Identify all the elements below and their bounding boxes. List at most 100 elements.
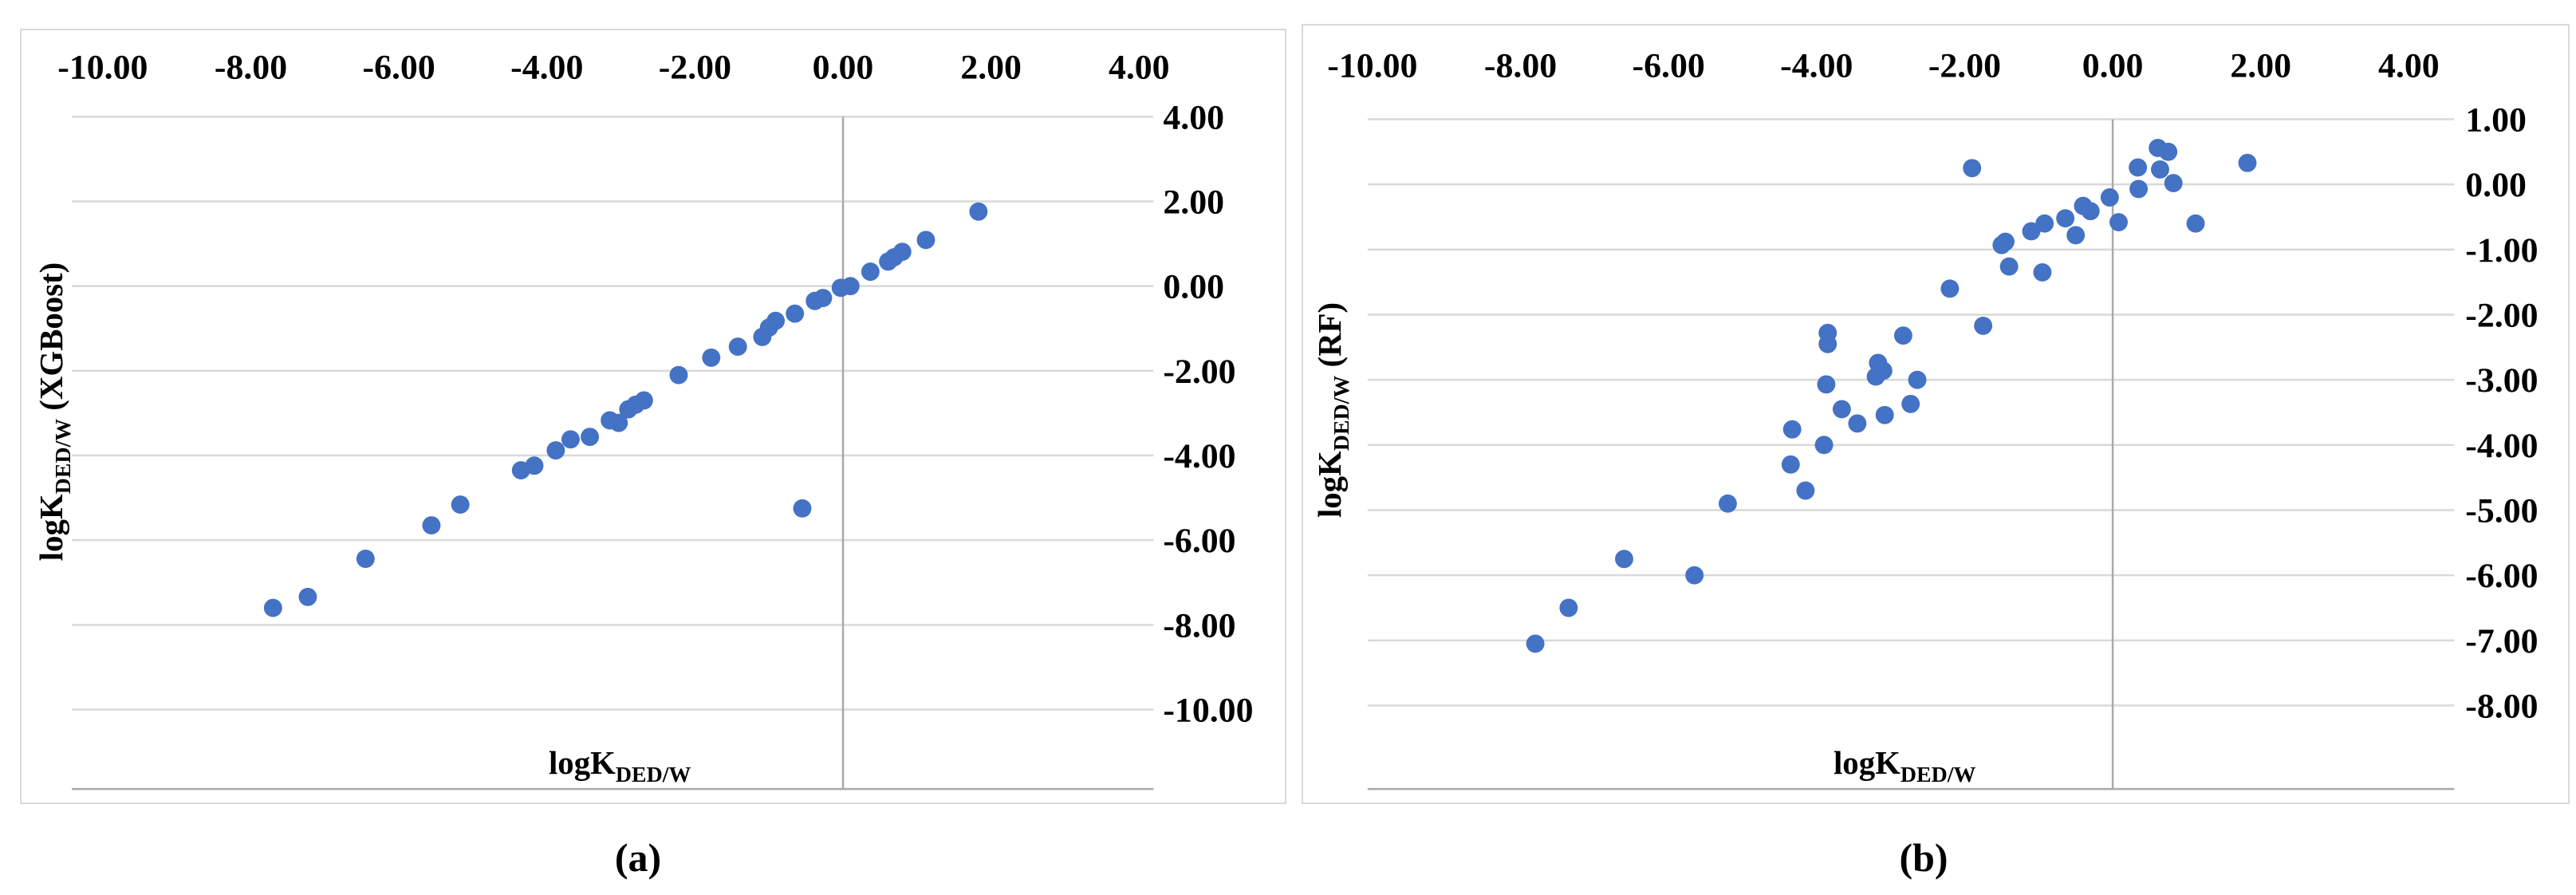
scatter-point xyxy=(2022,222,2041,241)
x-tick-label: 2.00 xyxy=(960,49,1022,87)
scatter-point xyxy=(1615,550,1633,569)
y-tick-label: -8.00 xyxy=(2465,687,2538,725)
y-axis-title: logKDED/W (RF) xyxy=(1312,302,1354,518)
y-tick-labels: 1.00 0.00 -1.00 -2.00 -3.00 -4.00 -5.00 -6.00 -7… xyxy=(2465,101,2538,725)
scatter-point xyxy=(1685,566,1704,585)
scatter-point xyxy=(634,391,653,410)
scatter-point xyxy=(1974,316,1993,335)
gridlines xyxy=(1367,118,2455,707)
scatter-point xyxy=(786,304,805,323)
x-tick-label: 4.00 xyxy=(1109,49,1170,87)
y-tick-label: 4.00 xyxy=(1163,98,1224,136)
scatter-point xyxy=(2164,174,2183,193)
scatter-point xyxy=(451,495,470,515)
scatter-point xyxy=(1866,367,1885,386)
scatter-chart-rf: -10.00 -8.00 -6.00 -4.00 -2.00 0.00 2.00 4.00 1.… xyxy=(1312,47,2539,791)
scatter-point xyxy=(609,413,628,432)
scatter-point xyxy=(2100,188,2119,207)
scatter-point xyxy=(2129,158,2148,177)
y-tick-label: 2.00 xyxy=(1163,183,1224,221)
x-tick-label: 4.00 xyxy=(2378,47,2440,85)
scatter-point xyxy=(1817,375,1836,394)
scatter-point xyxy=(1893,326,1912,345)
scatter-point xyxy=(422,516,441,535)
y-tick-label: 1.00 xyxy=(2465,101,2527,139)
gridlines xyxy=(72,116,1154,711)
y-tick-label: -2.00 xyxy=(1163,353,1235,391)
x-tick-label: -8.00 xyxy=(215,49,287,87)
x-tick-label: -2.00 xyxy=(659,49,731,87)
scatter-point xyxy=(581,428,600,447)
scatter-point xyxy=(356,550,375,568)
scatter-point xyxy=(1848,414,1867,433)
scatter-series xyxy=(1526,138,2257,653)
x-tick-label: -6.00 xyxy=(363,49,435,87)
x-tick-label: -4.00 xyxy=(1780,47,1853,85)
scatter-point xyxy=(2109,213,2128,232)
x-axis-title: logKDED/W xyxy=(1834,745,1976,787)
scatter-point xyxy=(1718,494,1737,513)
y-tick-label: -6.00 xyxy=(1163,522,1235,560)
scatter-point xyxy=(766,311,786,330)
scatter-point xyxy=(2151,160,2169,179)
y-tick-labels: 4.00 2.00 0.00 -2.00 -4.00 -6.00 -8.00 -10.00 xyxy=(1163,98,1253,729)
scatter-point xyxy=(525,456,544,475)
y-tick-label: -4.00 xyxy=(2465,427,2538,465)
chart-panel-a: -10.00 -8.00 -6.00 -4.00 -2.00 0.00 2.00 4.00 4.… xyxy=(20,29,1286,804)
y-axis-title: logKDED/W (XGBoost) xyxy=(33,262,76,562)
x-tick-labels: -10.00 -8.00 -6.00 -4.00 -2.00 0.00 2.00 4.00 xyxy=(1327,47,2439,85)
y-tick-label: -8.00 xyxy=(1163,606,1235,645)
chart-panel-b: -10.00 -8.00 -6.00 -4.00 -2.00 0.00 2.00 4.00 1.… xyxy=(1302,24,2570,804)
x-tick-label: -8.00 xyxy=(1484,47,1557,85)
y-tick-label: -5.00 xyxy=(2465,491,2538,530)
y-tick-label: 0.00 xyxy=(1163,268,1224,306)
scatter-point xyxy=(1781,455,1800,474)
scatter-point xyxy=(1796,481,1815,500)
x-tick-label: -6.00 xyxy=(1633,47,1705,85)
scatter-point xyxy=(2066,226,2086,245)
scatter-point xyxy=(892,242,912,262)
scatter-point xyxy=(1559,598,1578,617)
scatter-point xyxy=(1999,257,2019,276)
x-axis-title: logKDED/W xyxy=(549,745,691,787)
scatter-point xyxy=(813,289,833,307)
x-tick-label: -10.00 xyxy=(1327,47,1417,85)
scatter-point xyxy=(793,499,812,518)
scatter-point xyxy=(916,231,935,250)
y-tick-label: 0.00 xyxy=(2465,166,2527,204)
scatter-point xyxy=(2238,153,2257,172)
scatter-point xyxy=(2129,179,2149,199)
scatter-point xyxy=(1908,370,1927,389)
x-tick-labels: -10.00 -8.00 -6.00 -4.00 -2.00 0.00 2.00 4.00 xyxy=(57,49,1169,87)
scatter-point xyxy=(841,277,860,296)
scatter-point xyxy=(969,202,988,221)
scatter-chart-xgboost: -10.00 -8.00 -6.00 -4.00 -2.00 0.00 2.00 4.00 4.… xyxy=(33,49,1253,791)
scatter-point xyxy=(861,262,880,282)
scatter-point xyxy=(1875,405,1894,424)
scatter-point xyxy=(1940,279,1960,298)
scatter-series xyxy=(263,202,988,617)
x-tick-label: -10.00 xyxy=(57,49,148,87)
y-tick-label: -6.00 xyxy=(2465,557,2538,595)
scatter-point xyxy=(2159,142,2178,161)
x-tick-label: 0.00 xyxy=(813,49,874,87)
scatter-point xyxy=(669,365,688,384)
y-tick-label: -3.00 xyxy=(2465,361,2538,400)
subfigure-caption-b: (b) xyxy=(1899,835,1948,880)
scatter-point xyxy=(546,441,565,460)
scatter-point xyxy=(1963,159,1982,178)
scatter-point xyxy=(2056,209,2075,228)
scatter-point xyxy=(2033,262,2052,282)
scatter-point xyxy=(263,598,282,617)
scatter-point xyxy=(1818,334,1837,353)
scatter-point xyxy=(728,337,747,357)
x-tick-label: -4.00 xyxy=(510,49,583,87)
subfigure-caption-a: (a) xyxy=(614,835,662,880)
x-tick-label: 0.00 xyxy=(2082,47,2144,85)
scatter-point xyxy=(1814,436,1834,455)
scatter-point xyxy=(1526,634,1545,653)
scatter-point xyxy=(702,348,721,367)
scatter-point xyxy=(2035,214,2054,233)
scatter-point xyxy=(2186,214,2205,233)
scatter-point xyxy=(1782,420,1802,439)
